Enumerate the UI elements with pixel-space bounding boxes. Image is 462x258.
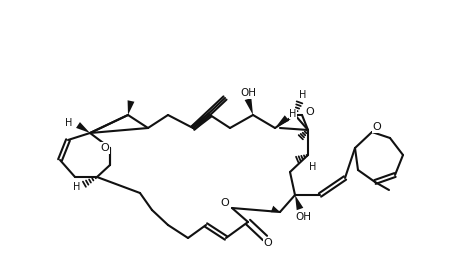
Polygon shape <box>275 115 289 128</box>
Text: O: O <box>373 122 381 132</box>
Text: OH: OH <box>240 88 256 98</box>
Text: H: H <box>289 109 297 119</box>
Text: O: O <box>101 143 109 153</box>
Text: O: O <box>264 238 273 248</box>
Text: H: H <box>65 118 72 128</box>
Polygon shape <box>271 206 280 212</box>
Polygon shape <box>76 122 90 133</box>
Polygon shape <box>295 195 303 210</box>
Polygon shape <box>128 100 134 115</box>
Text: O: O <box>221 198 229 208</box>
Text: H: H <box>299 90 307 100</box>
Text: H: H <box>73 182 81 192</box>
Polygon shape <box>245 98 253 115</box>
Text: O: O <box>306 107 314 117</box>
Text: H: H <box>310 162 316 172</box>
Text: OH: OH <box>295 212 311 222</box>
